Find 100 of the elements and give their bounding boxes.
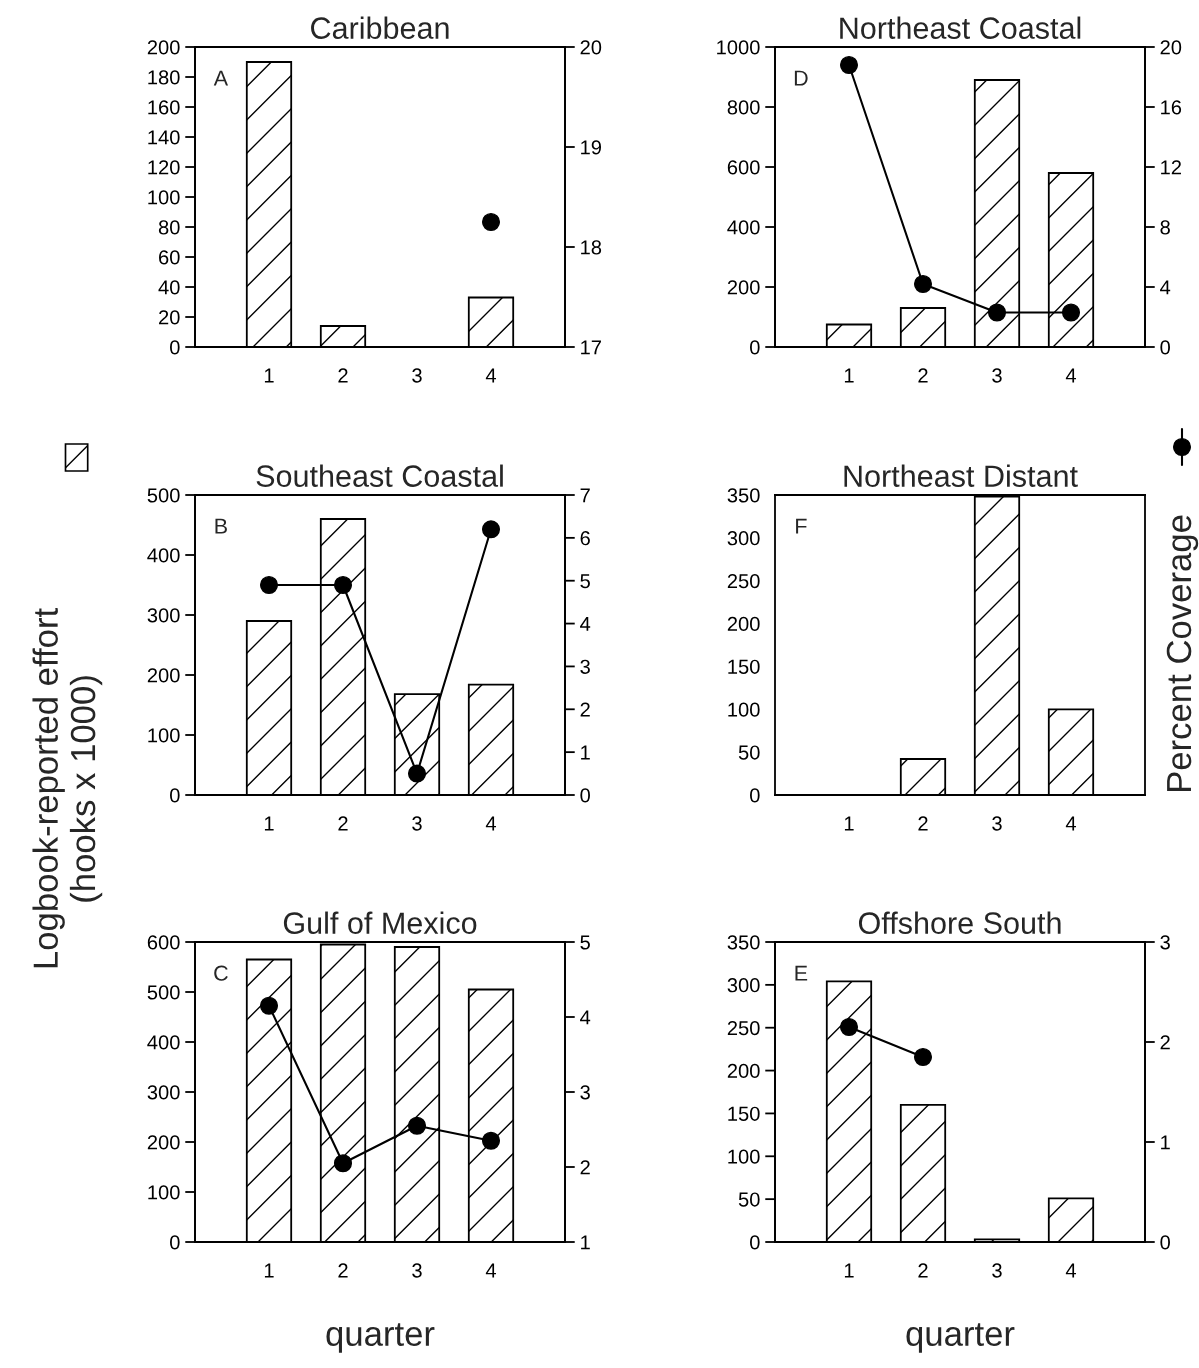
y2-tick-label: 0 (580, 788, 590, 803)
y-tick-label: 400 (147, 548, 180, 563)
chart-title: Caribbean (311, 16, 449, 39)
chart-title: Northeast Distant (844, 464, 1078, 487)
y-tick-label: 0 (170, 1235, 180, 1250)
x-tick-label: 1 (844, 368, 854, 383)
y-axis-title: Logbook-reported effort (hooks x 1000) (32, 608, 103, 968)
y2-tick-label: 3 (580, 659, 590, 674)
bar (245, 620, 293, 795)
point (333, 1154, 353, 1173)
point (839, 55, 859, 75)
x-tick-label: 4 (485, 1263, 497, 1278)
point (333, 575, 353, 595)
y-tick-label: 200 (147, 1135, 180, 1150)
x-tick-label: 2 (918, 1263, 928, 1278)
y-tick-label: 200 (727, 616, 760, 632)
point (987, 303, 1007, 322)
x-tick-label: 2 (338, 816, 348, 831)
y2-tick-label: 12 (1161, 160, 1181, 175)
annotation: C (214, 965, 228, 981)
y-tick-label: 100 (728, 702, 760, 717)
chart-title: Gulf of Mexico (283, 911, 477, 934)
bar (319, 325, 367, 347)
y2-tick-label: 6 (580, 531, 590, 546)
y-tick-label: 160 (148, 100, 180, 115)
y-tick-label: 50 (738, 745, 760, 760)
y-tick-label: 100 (148, 1185, 180, 1200)
y2-tick-label: 18 (581, 240, 602, 255)
x-tick-label: 1 (264, 368, 274, 383)
x-tick-label: 1 (844, 1263, 854, 1278)
bar (467, 683, 515, 795)
y2-tick-label: 20 (580, 40, 602, 55)
y2-tick-label: 2 (580, 702, 590, 717)
y2-tick-label: 3 (580, 1085, 590, 1100)
y-tick-label: 150 (728, 659, 760, 674)
bar (467, 296, 515, 347)
y-tick-label: 300 (727, 531, 760, 546)
y2-tick-label: 1 (1161, 1135, 1170, 1150)
y2-tick-label: 16 (1161, 100, 1182, 115)
point (407, 1116, 427, 1135)
x-tick-label: 1 (264, 816, 274, 831)
y2-tick-label: 5 (580, 574, 590, 589)
x-tick-label: 4 (485, 816, 497, 831)
y2-tick-label: 5 (580, 935, 590, 950)
y-tick-label: 200 (147, 40, 180, 55)
y-tick-label: 250 (727, 1020, 760, 1036)
y-tick-label: 150 (728, 1106, 760, 1121)
x-tick-label: 1 (844, 816, 854, 831)
y-tick-label: 200 (727, 1063, 760, 1079)
y2-tick-label: 8 (1160, 220, 1170, 235)
y-tick-label: 120 (148, 160, 180, 175)
x-tick-label: 3 (992, 1263, 1002, 1278)
y2-tick-label: 2 (1160, 1035, 1170, 1050)
y2-tick-label: 4 (580, 617, 591, 631)
y2-tick-label: 1 (581, 1235, 590, 1250)
y-tick-label: 140 (148, 130, 180, 145)
point (259, 575, 279, 595)
y-tick-label: 200 (727, 280, 760, 295)
x-tick-label: 4 (1065, 1263, 1077, 1278)
y-tick-label: 200 (147, 668, 180, 683)
y2-tick-label: 4 (580, 1010, 591, 1025)
x-tick-label: 3 (412, 368, 422, 383)
x-tick-label: 4 (1065, 816, 1077, 831)
x-axis-title: quarter (906, 1323, 1015, 1353)
y2-tick-label: 20 (1160, 40, 1182, 55)
bar (245, 61, 293, 347)
x-tick-label: 2 (918, 816, 928, 831)
y2-tick-label: 3 (1160, 935, 1170, 950)
y-tick-label: 40 (158, 280, 180, 295)
y2-tick-label: 7 (580, 488, 590, 503)
x-tick-label: 3 (992, 816, 1002, 831)
y2-tick-label: 17 (581, 340, 601, 355)
x-tick-label: 1 (264, 1263, 274, 1278)
x-tick-label: 3 (992, 368, 1002, 383)
y2-tick-label: 4 (1160, 280, 1171, 295)
y-tick-label: 350 (727, 935, 760, 950)
y2-tick-label: 19 (581, 140, 602, 155)
x-tick-label: 2 (338, 368, 348, 383)
bar (899, 307, 947, 347)
y-tick-label: 300 (147, 1085, 180, 1100)
point (259, 996, 279, 1015)
point (481, 520, 501, 539)
x-tick-label: 4 (1065, 368, 1077, 383)
y-tick-label: 600 (147, 935, 180, 950)
point (1061, 303, 1081, 322)
annotation: F (796, 518, 807, 534)
y-tick-label: 50 (738, 1192, 760, 1207)
annotation: A (213, 70, 229, 86)
bar (825, 323, 873, 347)
y-tick-label: 400 (147, 1035, 180, 1050)
y-tick-label: 180 (148, 70, 180, 85)
y-tick-label: 0 (750, 340, 760, 355)
y-tick-label: 600 (727, 160, 760, 175)
y-tick-label: 300 (727, 978, 760, 993)
x-tick-label: 3 (412, 816, 422, 831)
y-tick-label: 60 (159, 250, 180, 265)
y-tick-label: 1000 (717, 40, 760, 55)
y-tick-label: 20 (159, 310, 180, 325)
x-tick-label: 3 (412, 1263, 422, 1278)
x-tick-label: 2 (918, 368, 928, 383)
